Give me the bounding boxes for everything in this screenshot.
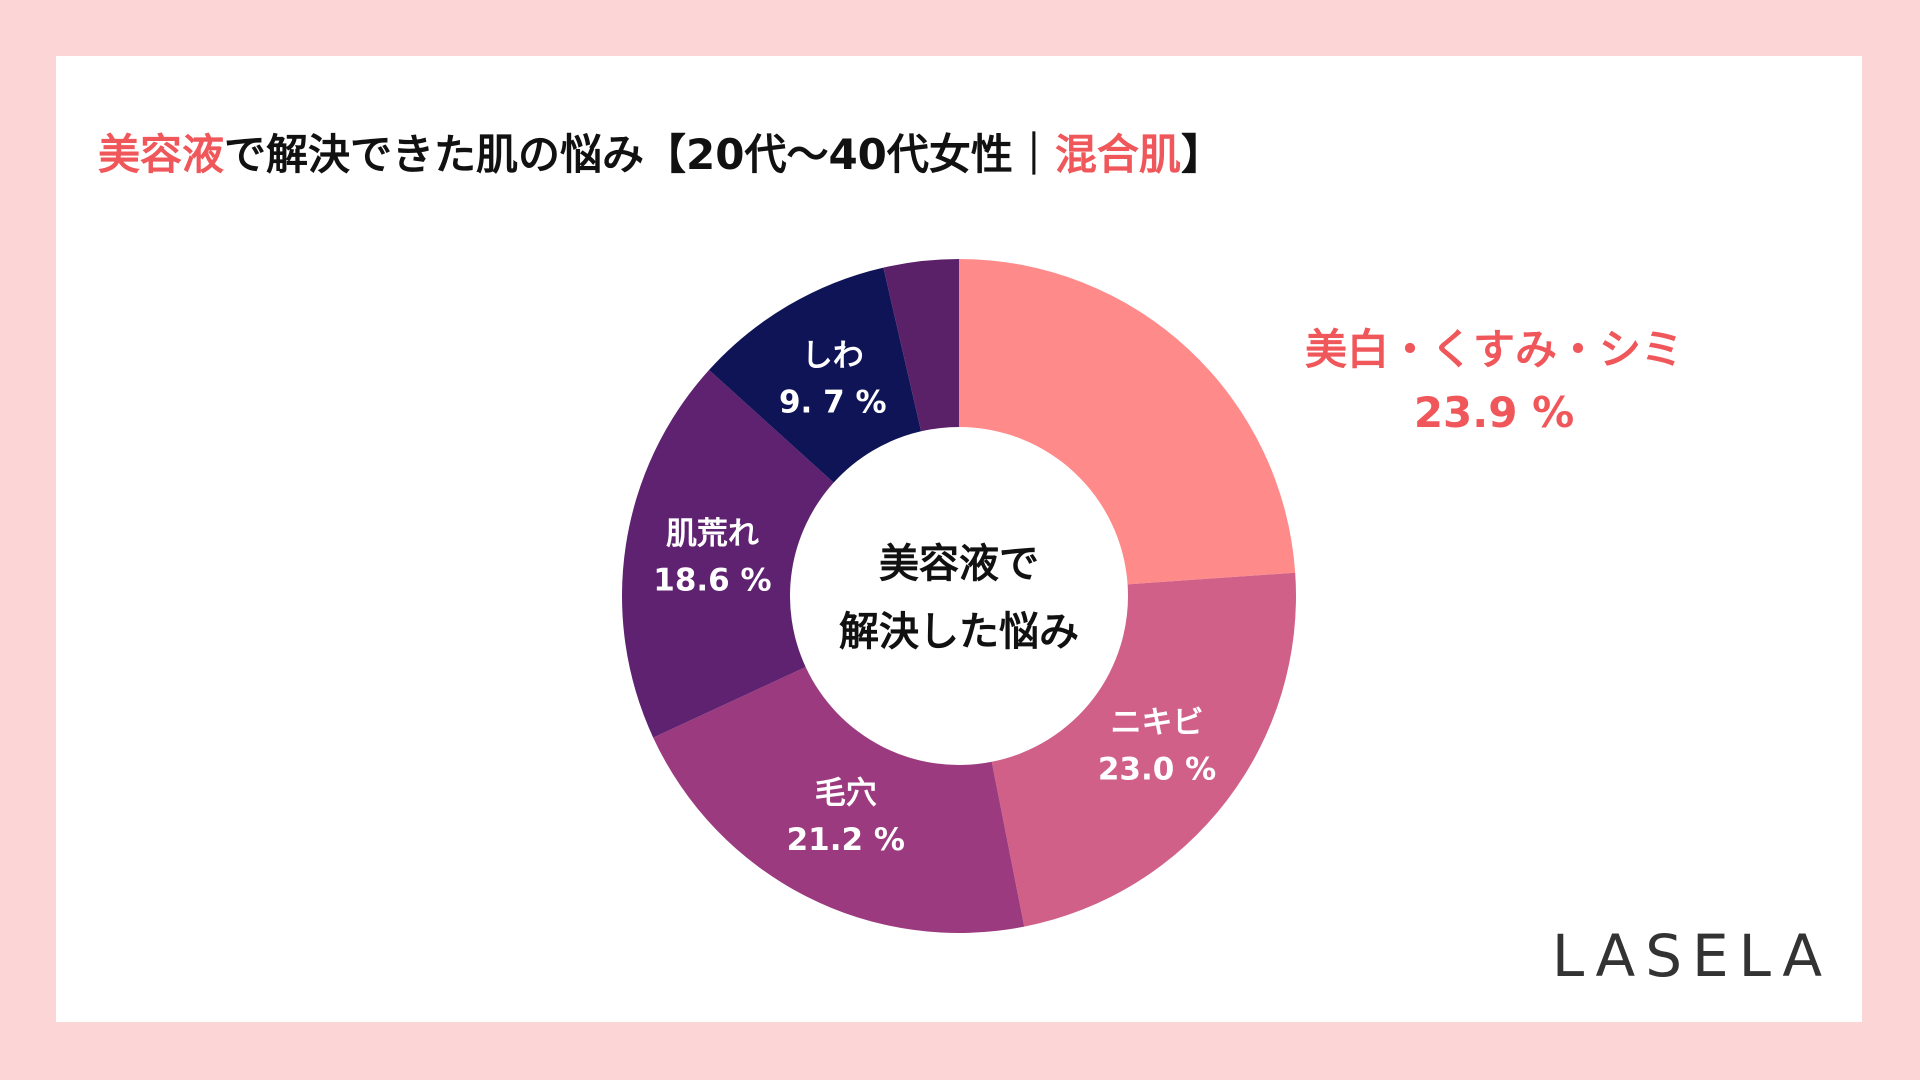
title-part: 美容液 [98, 130, 224, 179]
value-label: 18.6 % [653, 562, 771, 598]
slice [653, 666, 1025, 933]
slice-label: 肌荒れ [666, 516, 759, 552]
donut: 美白・くすみ・シミ 23.9 % ニキビ 23.0 % 毛穴 21.2 % 肌荒れ 18.6 … [622, 259, 1683, 933]
slice-label: ニキビ [1111, 705, 1204, 741]
slice [991, 572, 1296, 927]
value-label: 23.0 % [1098, 751, 1216, 787]
slice [622, 369, 834, 738]
slice [883, 259, 959, 432]
slice [959, 259, 1296, 585]
title-part: 混合肌 [1055, 130, 1181, 179]
chart-title: 美容液で解決できた肌の悩み【20代〜40代女性｜混合肌】 [98, 130, 1223, 179]
slice-label: 毛穴 [815, 775, 877, 811]
slice-label: しわ [802, 338, 864, 374]
center-text: 解決した悩み [839, 609, 1079, 655]
title-part: で解決できた肌の悩み【20代〜40代女性｜ [224, 130, 1055, 179]
logo: LASELA [1552, 922, 1832, 990]
value-label: 21.2 % [787, 822, 905, 858]
value-label: 9. 7 % [779, 385, 887, 421]
title-part: 】 [1181, 130, 1223, 179]
slice [709, 267, 922, 483]
center-text: 美容液で [879, 541, 1039, 587]
slice-label: 美白・くすみ・シミ [1305, 325, 1683, 374]
value-label: 23.9 % [1414, 388, 1574, 437]
